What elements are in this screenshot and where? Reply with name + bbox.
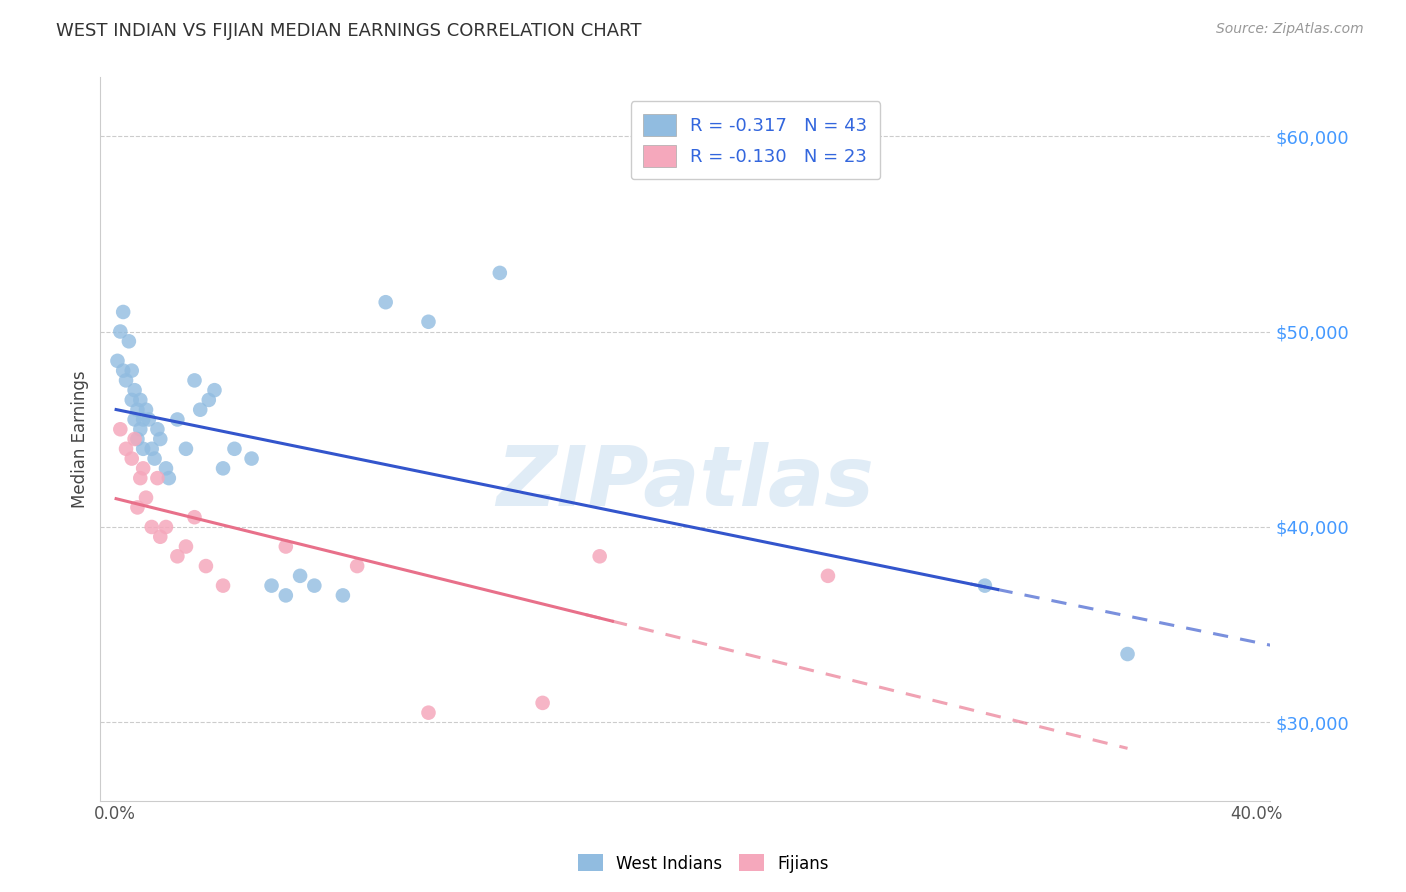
Point	[132, 412, 155, 426]
Y-axis label: Median Earnings: Median Earnings	[72, 370, 89, 508]
Point	[174, 442, 197, 456]
Point	[304, 579, 326, 593]
Point	[146, 422, 169, 436]
Legend: R = -0.317   N = 43, R = -0.130   N = 23: R = -0.317 N = 43, R = -0.130 N = 23	[631, 101, 880, 179]
Point	[155, 520, 177, 534]
Point	[149, 530, 172, 544]
Point	[141, 520, 163, 534]
Point	[124, 383, 146, 397]
Point	[274, 588, 297, 602]
Point	[332, 588, 354, 602]
Point	[183, 373, 205, 387]
Point	[115, 442, 138, 456]
Point	[121, 451, 143, 466]
Point	[129, 392, 152, 407]
Point	[224, 442, 246, 456]
Point	[143, 451, 166, 466]
Point	[124, 432, 146, 446]
Point	[118, 334, 141, 349]
Text: WEST INDIAN VS FIJIAN MEDIAN EARNINGS CORRELATION CHART: WEST INDIAN VS FIJIAN MEDIAN EARNINGS CO…	[56, 22, 641, 40]
Point	[346, 559, 368, 574]
Point	[127, 432, 149, 446]
Legend: West Indians, Fijians: West Indians, Fijians	[571, 847, 835, 880]
Point	[212, 579, 235, 593]
Point	[121, 392, 143, 407]
Point	[418, 315, 440, 329]
Point	[107, 354, 129, 368]
Point	[127, 500, 149, 515]
Point	[157, 471, 180, 485]
Point	[188, 402, 211, 417]
Point	[132, 461, 155, 475]
Point	[141, 442, 163, 456]
Point	[212, 461, 235, 475]
Point	[110, 422, 132, 436]
Point	[204, 383, 226, 397]
Point	[418, 706, 440, 720]
Point	[589, 549, 612, 564]
Point	[112, 305, 135, 319]
Point	[135, 491, 157, 505]
Point	[817, 569, 839, 583]
Text: Source: ZipAtlas.com: Source: ZipAtlas.com	[1216, 22, 1364, 37]
Point	[129, 422, 152, 436]
Point	[260, 579, 283, 593]
Point	[240, 451, 263, 466]
Point	[138, 412, 160, 426]
Point	[274, 540, 297, 554]
Point	[374, 295, 396, 310]
Point	[183, 510, 205, 524]
Point	[121, 363, 143, 377]
Point	[194, 559, 217, 574]
Point	[127, 402, 149, 417]
Point	[132, 442, 155, 456]
Point	[973, 579, 995, 593]
Point	[155, 461, 177, 475]
Point	[124, 412, 146, 426]
Point	[1116, 647, 1139, 661]
Text: ZIPatlas: ZIPatlas	[496, 442, 875, 523]
Point	[166, 412, 188, 426]
Point	[531, 696, 554, 710]
Point	[174, 540, 197, 554]
Point	[135, 402, 157, 417]
Point	[488, 266, 510, 280]
Point	[115, 373, 138, 387]
Point	[149, 432, 172, 446]
Point	[146, 471, 169, 485]
Point	[197, 392, 219, 407]
Point	[288, 569, 311, 583]
Point	[110, 325, 132, 339]
Point	[112, 363, 135, 377]
Point	[129, 471, 152, 485]
Point	[166, 549, 188, 564]
